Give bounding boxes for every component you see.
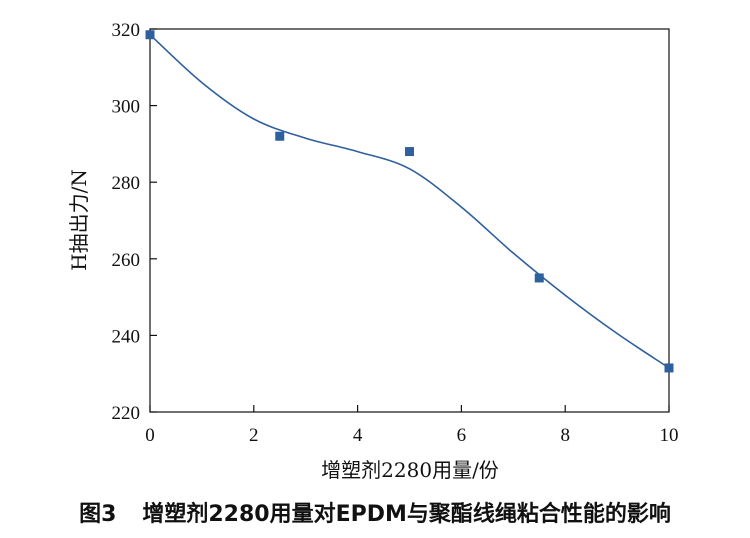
fit-curve — [149, 34, 670, 369]
chart: 220 240 260 280 300 320 0 2 4 6 8 10 增塑剂2280用量/份 H… — [67, 20, 679, 482]
x-axis-label: 增塑剂2280用量/份 — [321, 458, 499, 482]
y-tick-label: 300 — [112, 97, 141, 118]
data-point — [275, 131, 285, 141]
x-tick-label: 6 — [457, 425, 467, 446]
y-axis: 220 240 260 280 300 320 — [112, 20, 157, 424]
y-axis-label: H抽出力/N — [67, 169, 91, 271]
y-tick-label: 220 — [112, 403, 141, 424]
figure-caption-text: 增塑剂2280用量对EPDM与聚酯线绳粘合性能的影响 — [142, 502, 671, 527]
data-points — [145, 30, 674, 373]
data-point — [664, 363, 674, 373]
y-tick-label: 280 — [112, 173, 141, 194]
y-tick-label: 320 — [112, 20, 141, 41]
x-tick-label: 10 — [660, 425, 679, 446]
y-tick-label: 240 — [112, 326, 141, 347]
x-tick-label: 8 — [560, 425, 570, 446]
x-tick-label: 2 — [249, 425, 259, 446]
y-tick-label: 260 — [112, 250, 141, 271]
data-point — [145, 30, 155, 40]
data-point — [405, 147, 414, 157]
figure-number: 图3 — [79, 502, 117, 527]
x-tick-label: 4 — [353, 425, 363, 446]
x-axis: 0 2 4 6 8 10 — [145, 405, 679, 446]
figure-caption: 图3 增塑剂2280用量对EPDM与聚酯线绳粘合性能的影响 — [0, 496, 750, 528]
data-point — [534, 273, 544, 283]
plot-frame — [149, 28, 670, 413]
x-tick-label: 0 — [145, 425, 155, 446]
